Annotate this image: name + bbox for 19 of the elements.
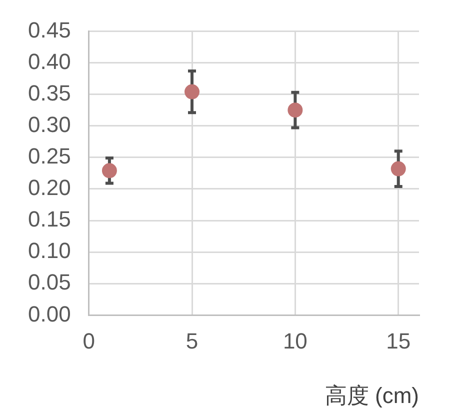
point [288, 102, 303, 118]
y-tick-label: 0.00 [28, 301, 71, 326]
y-tick-label: 0.20 [28, 175, 71, 200]
x-tick-label: 10 [282, 328, 308, 354]
point [390, 161, 406, 176]
x-tick-label: 15 [386, 328, 411, 354]
y-tick-label: 0.35 [28, 80, 71, 106]
y-tick-label: 0.40 [28, 48, 71, 74]
point [102, 163, 117, 178]
x-axis-title: 高度 (cm) [324, 382, 419, 408]
y-tick-label: 0.30 [28, 112, 71, 137]
y-tick-label: 0.15 [28, 206, 71, 232]
y-tick-label: 0.10 [28, 238, 71, 264]
x-tick-label: 0 [82, 328, 95, 354]
x-tick-label: 5 [186, 328, 198, 354]
y-tick-label: 0.45 [28, 17, 71, 42]
point [184, 84, 200, 100]
y-tick-label: 0.25 [28, 143, 71, 168]
y-tick-label: 0.05 [28, 270, 71, 295]
